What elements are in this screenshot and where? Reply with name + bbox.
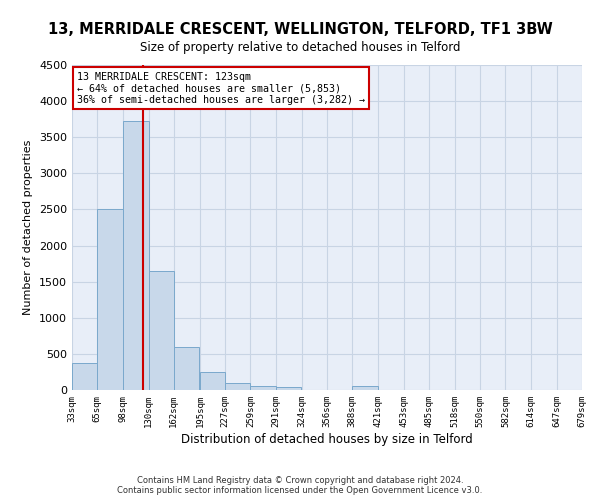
Text: 13 MERRIDALE CRESCENT: 123sqm
← 64% of detached houses are smaller (5,853)
36% o: 13 MERRIDALE CRESCENT: 123sqm ← 64% of d…: [77, 72, 365, 104]
Bar: [200, 372, 225, 390]
Bar: [352, 386, 377, 390]
Bar: [97, 208, 122, 390]
Text: 13, MERRIDALE CRESCENT, WELLINGTON, TELFORD, TF1 3BW: 13, MERRIDALE CRESCENT, WELLINGTON, TELF…: [47, 22, 553, 38]
Text: Size of property relative to detached houses in Telford: Size of property relative to detached ho…: [140, 41, 460, 54]
Bar: [225, 383, 250, 390]
Text: Contains HM Land Registry data © Crown copyright and database right 2024.
Contai: Contains HM Land Registry data © Crown c…: [118, 476, 482, 495]
Bar: [250, 386, 275, 390]
Y-axis label: Number of detached properties: Number of detached properties: [23, 140, 34, 315]
Bar: [124, 120, 149, 390]
Bar: [174, 346, 199, 390]
Bar: [149, 271, 174, 390]
X-axis label: Distribution of detached houses by size in Telford: Distribution of detached houses by size …: [181, 432, 473, 446]
Bar: [275, 387, 301, 390]
Bar: [72, 362, 97, 390]
